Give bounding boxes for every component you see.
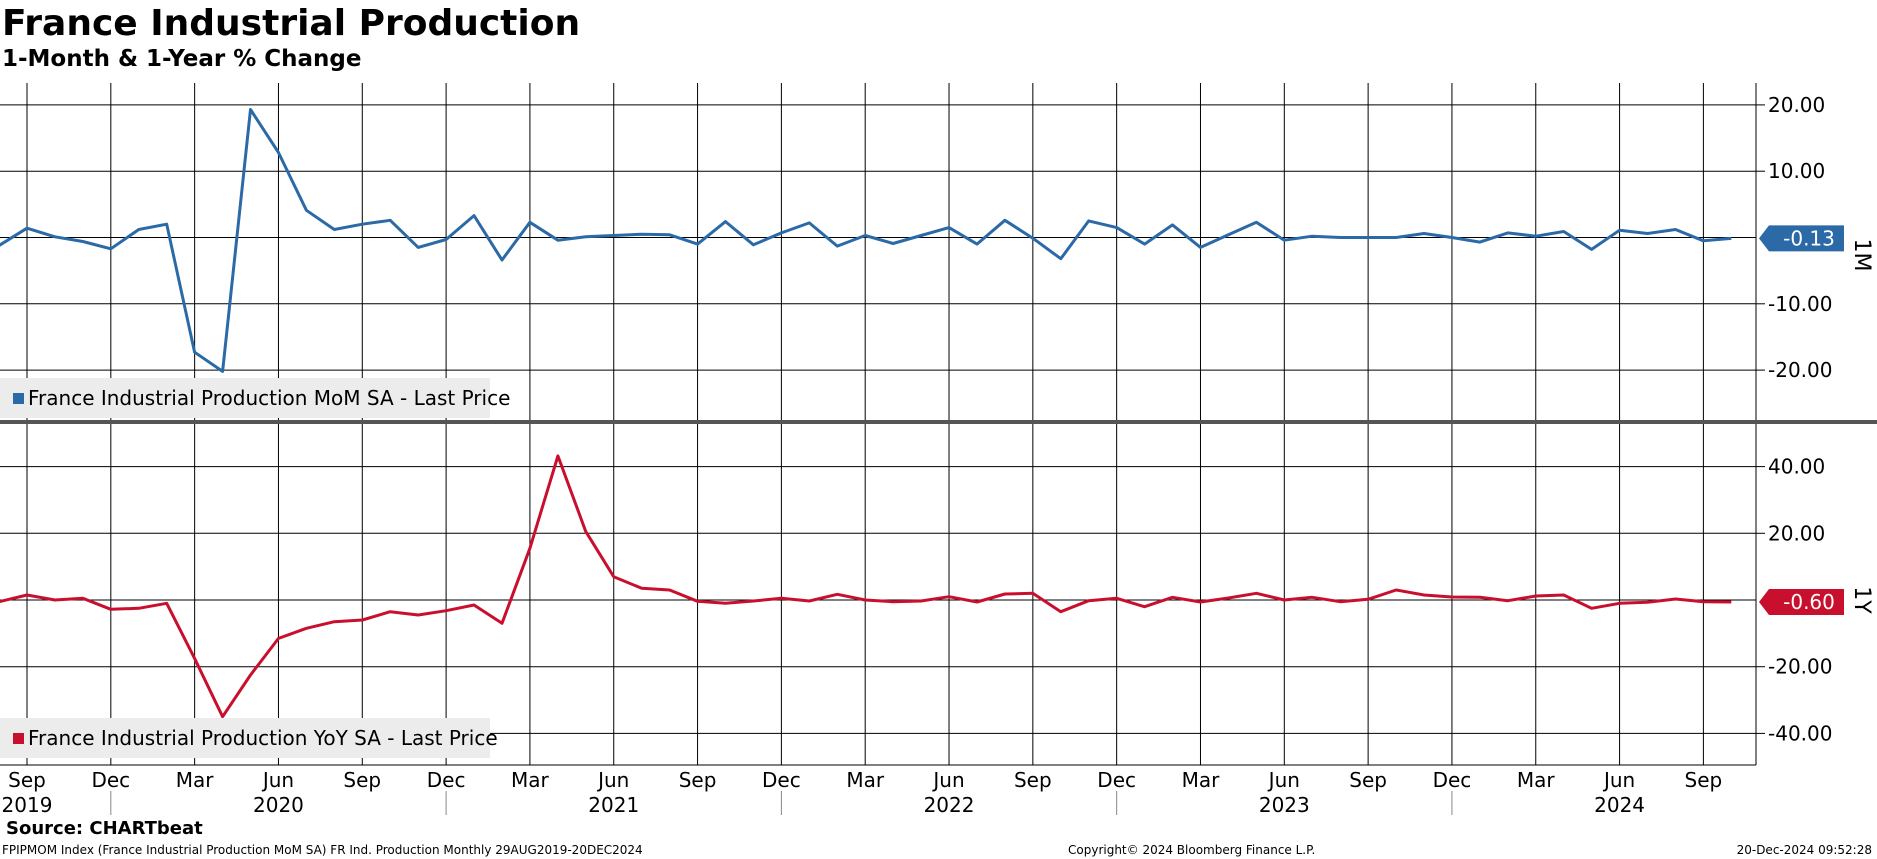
x-tick-label: Dec [1433, 768, 1472, 792]
x-tick-label: Jun [261, 768, 294, 792]
x-tick-label: Jun [1267, 768, 1300, 792]
x-year-label: 2023 [1259, 793, 1310, 817]
legend-box [0, 718, 490, 758]
timestamp: 20-Dec-2024 09:52:28 [1736, 843, 1872, 857]
x-tick-label: Mar [1517, 768, 1556, 792]
copyright-note: Copyright© 2024 Bloomberg Finance L.P. [1068, 843, 1316, 857]
x-tick-label: Dec [91, 768, 130, 792]
panel-mom: 20.00 10.00 -10.00 -20.00 -0.13 1M France Indu… [0, 83, 1874, 420]
x-tick-label: Sep [1349, 768, 1387, 792]
y-tick-label: -10.00 [1768, 292, 1832, 316]
x-tick-label: Dec [427, 768, 466, 792]
panel-label: 1Y [1849, 586, 1874, 614]
last-value-label: -0.60 [1783, 590, 1835, 614]
x-tick-label: Dec [762, 768, 801, 792]
last-value-tag [1759, 589, 1844, 616]
legend-box [0, 378, 490, 418]
x-tick-label: Mar [176, 768, 215, 792]
legend-swatch [13, 393, 24, 404]
y-tick-label: -20.00 [1768, 655, 1832, 679]
x-tick-label: Mar [1182, 768, 1221, 792]
x-tick-label: Sep [1014, 768, 1052, 792]
x-year-label: 2019 [2, 793, 53, 817]
y-tick-label: 40.00 [1768, 455, 1825, 479]
y-tick-label: -40.00 [1768, 721, 1832, 745]
y-tick-label: -20.00 [1768, 358, 1832, 382]
y-tick-label: 20.00 [1768, 521, 1825, 545]
series-description: FPIPMOM Index (France Industrial Product… [2, 843, 643, 857]
x-year-label: 2020 [253, 793, 304, 817]
x-tick-label: Jun [1602, 768, 1635, 792]
x-tick-label: Sep [8, 768, 46, 792]
y-tick-label: 10.00 [1768, 159, 1825, 183]
x-tick-label: Sep [343, 768, 381, 792]
panel-yoy: 40.00 20.00 -20.00 -40.00 -0.60 1Y France Indu… [0, 424, 1874, 765]
last-value-tag [1759, 225, 1844, 252]
x-tick-label: Jun [931, 768, 964, 792]
chart-subtitle: 1-Month & 1-Year % Change [2, 46, 362, 72]
legend-label: France Industrial Production YoY SA - La… [28, 726, 498, 750]
legend-swatch [13, 733, 24, 744]
legend-label: France Industrial Production MoM SA - La… [28, 386, 510, 410]
x-year-label: 2024 [1594, 793, 1645, 817]
last-value-label: -0.13 [1783, 226, 1835, 250]
source-note: Source: CHARTbeat [6, 818, 203, 839]
x-tick-label: Mar [846, 768, 885, 792]
x-tick-label: Sep [679, 768, 717, 792]
x-tick-label: Jun [596, 768, 629, 792]
chart-title: France Industrial Production [2, 3, 581, 44]
y-tick-label: 20.00 [1768, 93, 1825, 117]
x-tick-label: Sep [1685, 768, 1723, 792]
x-axis: Sep Dec Mar Jun Sep Dec Mar Jun Sep Dec Mar Jun Sep D… [0, 764, 1756, 817]
panel-label: 1M [1849, 239, 1874, 272]
x-tick-label: Mar [511, 768, 550, 792]
x-tick-label: Dec [1097, 768, 1136, 792]
x-year-label: 2021 [588, 793, 639, 817]
x-year-label: 2022 [924, 793, 975, 817]
